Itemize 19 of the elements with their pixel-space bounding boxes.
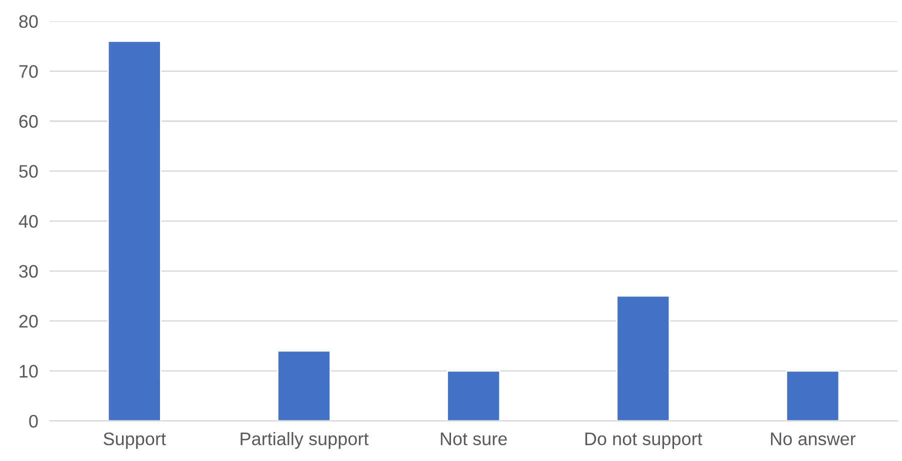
- y-tick-label: 30: [19, 264, 38, 278]
- bar: [616, 295, 670, 421]
- y-tick-label: 70: [19, 65, 38, 78]
- bar: [786, 370, 840, 421]
- y-tick-label: 50: [19, 165, 38, 178]
- bar: [446, 370, 501, 421]
- y-tick-label: 0: [29, 414, 38, 428]
- y-tick-label: 80: [19, 15, 38, 28]
- x-tick-label: Do not support: [585, 432, 702, 449]
- y-tick-label: 60: [19, 115, 38, 128]
- x-tick-label: Not sure: [440, 432, 507, 446]
- x-tick-label: Support: [104, 432, 166, 449]
- bar: [276, 350, 331, 421]
- bar: [107, 40, 162, 421]
- y-tick-label: 20: [19, 314, 38, 328]
- y-tick-label: 10: [20, 364, 38, 378]
- x-tick-label: Partially support: [240, 432, 369, 449]
- y-tick-label: 40: [18, 214, 38, 228]
- x-tick-label: No answer: [771, 432, 856, 446]
